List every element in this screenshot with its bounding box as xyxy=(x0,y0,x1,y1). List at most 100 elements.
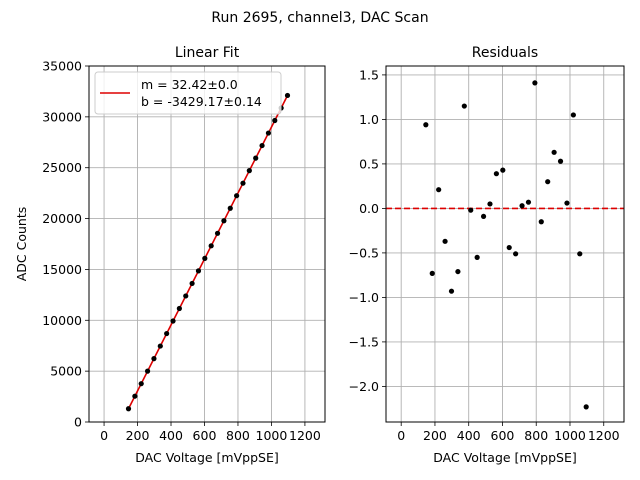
data-point xyxy=(157,343,163,349)
x-tick-label: 1000 xyxy=(256,428,288,443)
legend-slope: m = 32.42±0.0 xyxy=(141,77,238,92)
y-tick-label: 0.5 xyxy=(359,156,379,171)
y-tick-label: 0.0 xyxy=(359,201,379,216)
y-tick-label: 5000 xyxy=(50,364,82,379)
y-tick-label: 1.0 xyxy=(359,112,379,127)
data-point xyxy=(214,230,221,236)
data-point xyxy=(480,213,487,220)
data-point xyxy=(436,187,442,193)
data-point xyxy=(474,254,480,260)
data-point xyxy=(577,251,583,257)
linear-fit-chart: Linear Fit 0 200 400 600 800 1000 1200 0 5000 100… xyxy=(14,45,326,465)
y-tick-label: 0 xyxy=(74,415,82,430)
data-point xyxy=(551,149,557,155)
y-tick-label: 1.5 xyxy=(359,67,379,82)
data-point xyxy=(176,305,182,312)
data-point xyxy=(564,200,570,206)
y-tick-label: −2.0 xyxy=(349,379,379,394)
fit-line xyxy=(127,95,289,410)
x-tick-label: 1200 xyxy=(289,428,321,443)
fit-line-layer xyxy=(127,95,289,410)
x-tick-label: 0 xyxy=(397,428,405,443)
data-point xyxy=(240,180,246,186)
linear-fit-grid xyxy=(89,65,325,423)
x-tick-label: 1000 xyxy=(554,428,586,443)
data-point xyxy=(202,255,208,261)
data-point xyxy=(461,103,467,109)
data-point xyxy=(493,171,499,177)
data-point xyxy=(144,368,151,374)
y-tick-label: −0.5 xyxy=(349,245,379,260)
residuals-plot-frame xyxy=(385,65,625,423)
residuals-grid xyxy=(386,66,624,422)
data-point xyxy=(545,179,551,185)
data-point xyxy=(170,318,176,324)
data-point xyxy=(234,193,240,199)
data-point xyxy=(189,280,195,287)
data-point xyxy=(513,251,519,257)
x-tick-label: 800 xyxy=(226,428,250,443)
data-point xyxy=(525,199,532,205)
data-point xyxy=(208,243,214,249)
y-tick-label: 15000 xyxy=(42,262,82,277)
legend-box xyxy=(94,71,282,115)
linear-fit-title: Linear Fit xyxy=(175,45,240,61)
x-tick-label: 200 xyxy=(126,428,150,443)
data-point xyxy=(246,168,252,174)
data-point xyxy=(487,201,493,207)
y-tick-label: −1.5 xyxy=(349,334,379,349)
data-point xyxy=(538,219,544,225)
x-tick-label: 600 xyxy=(491,428,515,443)
y-tick-label: 35000 xyxy=(42,59,82,74)
x-tick-label: 400 xyxy=(159,428,183,443)
data-point xyxy=(132,393,138,399)
linear-fit-ticks: 0 200 400 600 800 1000 1200 0 5000 10000 15000 2000… xyxy=(42,59,321,444)
legend: m = 32.42±0.0 b = -3429.17±0.14 xyxy=(94,71,282,115)
data-point xyxy=(284,92,291,99)
residual-points-layer xyxy=(423,80,589,410)
y-tick-label: 25000 xyxy=(42,160,82,175)
data-point xyxy=(265,130,272,136)
y-tick-label: 20000 xyxy=(42,211,82,226)
x-tick-label: 400 xyxy=(457,428,481,443)
data-point xyxy=(519,203,525,209)
linear-fit-ylabel: ADC Counts xyxy=(14,207,29,282)
figure-title: Run 2695, channel3, DAC Scan xyxy=(211,10,428,26)
linear-fit-xlabel: DAC Voltage [mVppSE] xyxy=(135,450,278,465)
data-point xyxy=(468,207,474,213)
data-point xyxy=(532,80,538,86)
x-tick-label: 200 xyxy=(423,428,447,443)
data-point xyxy=(183,293,189,299)
x-tick-label: 0 xyxy=(100,428,108,443)
data-point xyxy=(227,205,233,211)
data-point xyxy=(506,244,512,251)
data-point xyxy=(429,270,435,276)
data-point xyxy=(259,142,265,149)
data-points-layer xyxy=(125,92,291,412)
linear-fit-plot-frame xyxy=(88,65,326,423)
data-point xyxy=(423,122,429,128)
data-point xyxy=(448,288,455,294)
data-point xyxy=(557,158,564,164)
x-tick-label: 1200 xyxy=(588,428,620,443)
residuals-title: Residuals xyxy=(472,45,538,61)
legend-intercept: b = -3429.17±0.14 xyxy=(141,94,262,109)
data-point xyxy=(500,167,506,173)
data-point xyxy=(455,268,461,275)
data-point xyxy=(164,330,170,337)
data-point xyxy=(570,112,576,118)
data-point xyxy=(272,117,278,124)
data-point xyxy=(442,238,448,244)
data-point xyxy=(151,356,157,362)
data-point xyxy=(125,406,132,412)
y-tick-label: 30000 xyxy=(42,109,82,124)
x-tick-label: 600 xyxy=(193,428,217,443)
residuals-chart: Residuals 0 200 400 600 800 1000 1200 −2.0 −1.5 −… xyxy=(349,45,625,465)
residuals-ticks: 0 200 400 600 800 1000 1200 −2.0 −1.5 −1.0 −0.5 0.0… xyxy=(349,67,620,443)
data-point xyxy=(195,268,202,274)
x-tick-label: 800 xyxy=(524,428,548,443)
data-point xyxy=(221,218,227,224)
y-tick-label: −1.0 xyxy=(349,290,379,305)
data-point xyxy=(138,381,144,387)
